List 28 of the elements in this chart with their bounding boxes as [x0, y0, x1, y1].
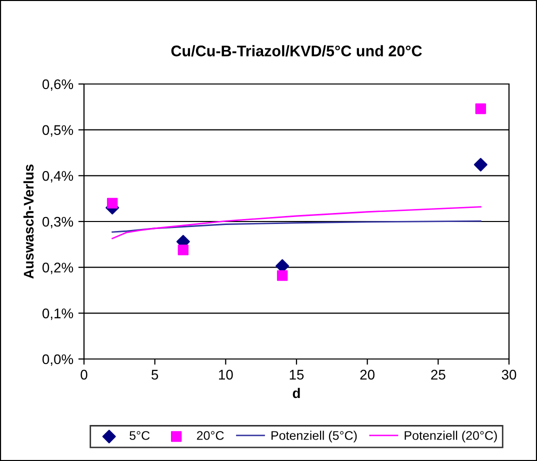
point — [474, 158, 488, 172]
y-tick-label: 0,4% — [42, 171, 74, 182]
line-series — [112, 206, 482, 240]
x-tick-label: 20 — [360, 370, 375, 380]
y-tick-label: 0,6% — [42, 79, 74, 91]
legend-label: 20°C — [196, 431, 224, 440]
y-tick-label: 0,2% — [42, 262, 74, 274]
chart-title: Cu/Cu-B-Triazol/KVD/5°C und 20°C — [171, 45, 422, 57]
x-tick-label: 15 — [290, 370, 304, 380]
y-axis-title: Auswasch-Verlus — [23, 164, 34, 279]
point — [475, 103, 486, 114]
x-tick-label: 30 — [502, 370, 516, 380]
legend-label: Potenziell (5°C) — [272, 430, 357, 442]
y-tick-label: 0,5% — [42, 125, 74, 137]
point — [106, 198, 118, 209]
y-tick-label: 0,1% — [42, 308, 74, 320]
legend-label: Potenziell (20°C) — [404, 430, 497, 442]
x-tick-label: 0 — [80, 370, 88, 380]
legend-label: 5°C — [130, 431, 150, 440]
x-tick-label: 5 — [152, 370, 158, 380]
x-tick-label: 25 — [431, 370, 446, 380]
y-tick-label: 0,3% — [42, 216, 74, 228]
x-axis-title: d — [292, 388, 300, 398]
point — [276, 270, 288, 281]
point — [178, 244, 189, 256]
x-tick-label: 10 — [219, 370, 233, 380]
y-tick-label: 0,0% — [42, 354, 74, 366]
line-series — [112, 220, 482, 233]
